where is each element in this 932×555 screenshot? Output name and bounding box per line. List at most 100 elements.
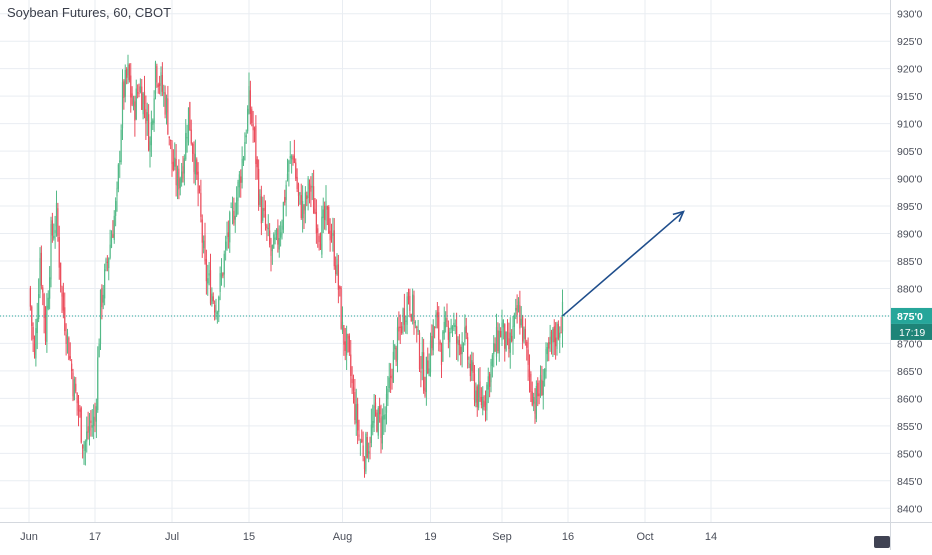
candle-body [127, 63, 129, 76]
candle-body [394, 344, 396, 350]
candle-body [464, 327, 466, 343]
candle-body [358, 434, 360, 437]
candle-body [363, 458, 366, 470]
candle-body [102, 294, 104, 303]
candle-body [424, 387, 426, 396]
candle-body [57, 208, 59, 236]
candle-body [314, 208, 316, 213]
candle-body [530, 373, 532, 393]
time-tick-label: Jul [165, 531, 179, 543]
candle-body [373, 405, 375, 423]
candle-body [533, 397, 535, 404]
grid-layer [0, 0, 890, 522]
candle-body [171, 140, 173, 164]
candle-body [350, 354, 352, 376]
candle-body [380, 417, 382, 438]
candle-body [302, 201, 304, 219]
time-tick-label: Oct [636, 531, 653, 543]
candle-body [374, 402, 377, 409]
candle-body [211, 293, 213, 305]
candle-body [220, 273, 223, 278]
candle-body [553, 326, 555, 343]
candle-body [234, 215, 236, 220]
candle-body [537, 382, 539, 397]
candle-body [285, 184, 287, 201]
candle-body [227, 232, 229, 237]
candle-body [77, 400, 80, 411]
candle-body [434, 327, 436, 329]
candle-body [351, 378, 353, 384]
projection-arrow-line [561, 210, 685, 317]
candle-body [491, 355, 493, 367]
candle-body [315, 212, 317, 234]
candle-body [517, 301, 520, 313]
candle-body [194, 154, 196, 175]
tradingview-logo-icon [874, 536, 890, 548]
candle-body [462, 344, 465, 346]
price-tick-label: 920'0 [897, 64, 923, 76]
candle-body [43, 294, 45, 319]
candle-body [145, 109, 147, 124]
candle-body [109, 244, 111, 258]
candle-body [318, 235, 320, 243]
candle-body [201, 219, 203, 243]
candle-body [36, 318, 38, 334]
candle-body [446, 318, 448, 322]
candle-body [146, 112, 148, 121]
price-tick-label: 890'0 [897, 229, 923, 241]
candle-body [193, 153, 195, 173]
candle-body [456, 326, 458, 344]
candle-body [300, 195, 302, 219]
candle-body [407, 291, 410, 300]
candle-body [293, 155, 295, 164]
candle-body [143, 91, 146, 104]
candle-body [412, 294, 414, 322]
candle-body [337, 264, 339, 290]
candle-body [482, 396, 484, 410]
candle-body [84, 441, 86, 451]
candle-body [253, 128, 256, 131]
candle-body [465, 325, 467, 334]
countdown-tag-label: 17:19 [899, 327, 925, 339]
candle-body [479, 381, 481, 398]
candle-body [524, 328, 526, 340]
candle-body [453, 322, 455, 327]
candle-body [391, 374, 393, 380]
candle-body [94, 417, 96, 421]
time-tick-label: 17 [89, 531, 101, 543]
candle-body [248, 86, 250, 114]
candle-body [83, 449, 85, 451]
candle-body [203, 240, 205, 249]
candle-body [359, 441, 361, 443]
candle-body [508, 338, 510, 350]
candle-body [215, 310, 217, 317]
candle-body [509, 332, 511, 353]
candle-body [225, 241, 227, 250]
candle-body [502, 319, 504, 328]
candle-body [346, 333, 348, 356]
candle-body [361, 439, 363, 442]
candle-body [68, 337, 70, 360]
candle-body [399, 326, 401, 328]
projection-arrow-layer[interactable] [561, 210, 685, 317]
candle-body [204, 235, 206, 262]
candle-body [376, 412, 378, 432]
candle-body [365, 433, 367, 472]
candle-body [226, 236, 228, 239]
candle-body [429, 340, 432, 373]
candle-body [185, 132, 187, 160]
candle-body [187, 107, 190, 143]
candle-body [95, 406, 97, 422]
candle-body [379, 405, 381, 415]
candle-body [539, 375, 542, 397]
candle-body [428, 368, 430, 377]
candle-body [137, 92, 139, 94]
candle-body [324, 205, 326, 220]
candle-body [190, 129, 192, 144]
candle-body [79, 409, 81, 412]
candle-body [362, 445, 364, 457]
candle-body [552, 328, 554, 343]
price-tick-label: 850'0 [897, 448, 923, 460]
candle-body [306, 195, 308, 200]
